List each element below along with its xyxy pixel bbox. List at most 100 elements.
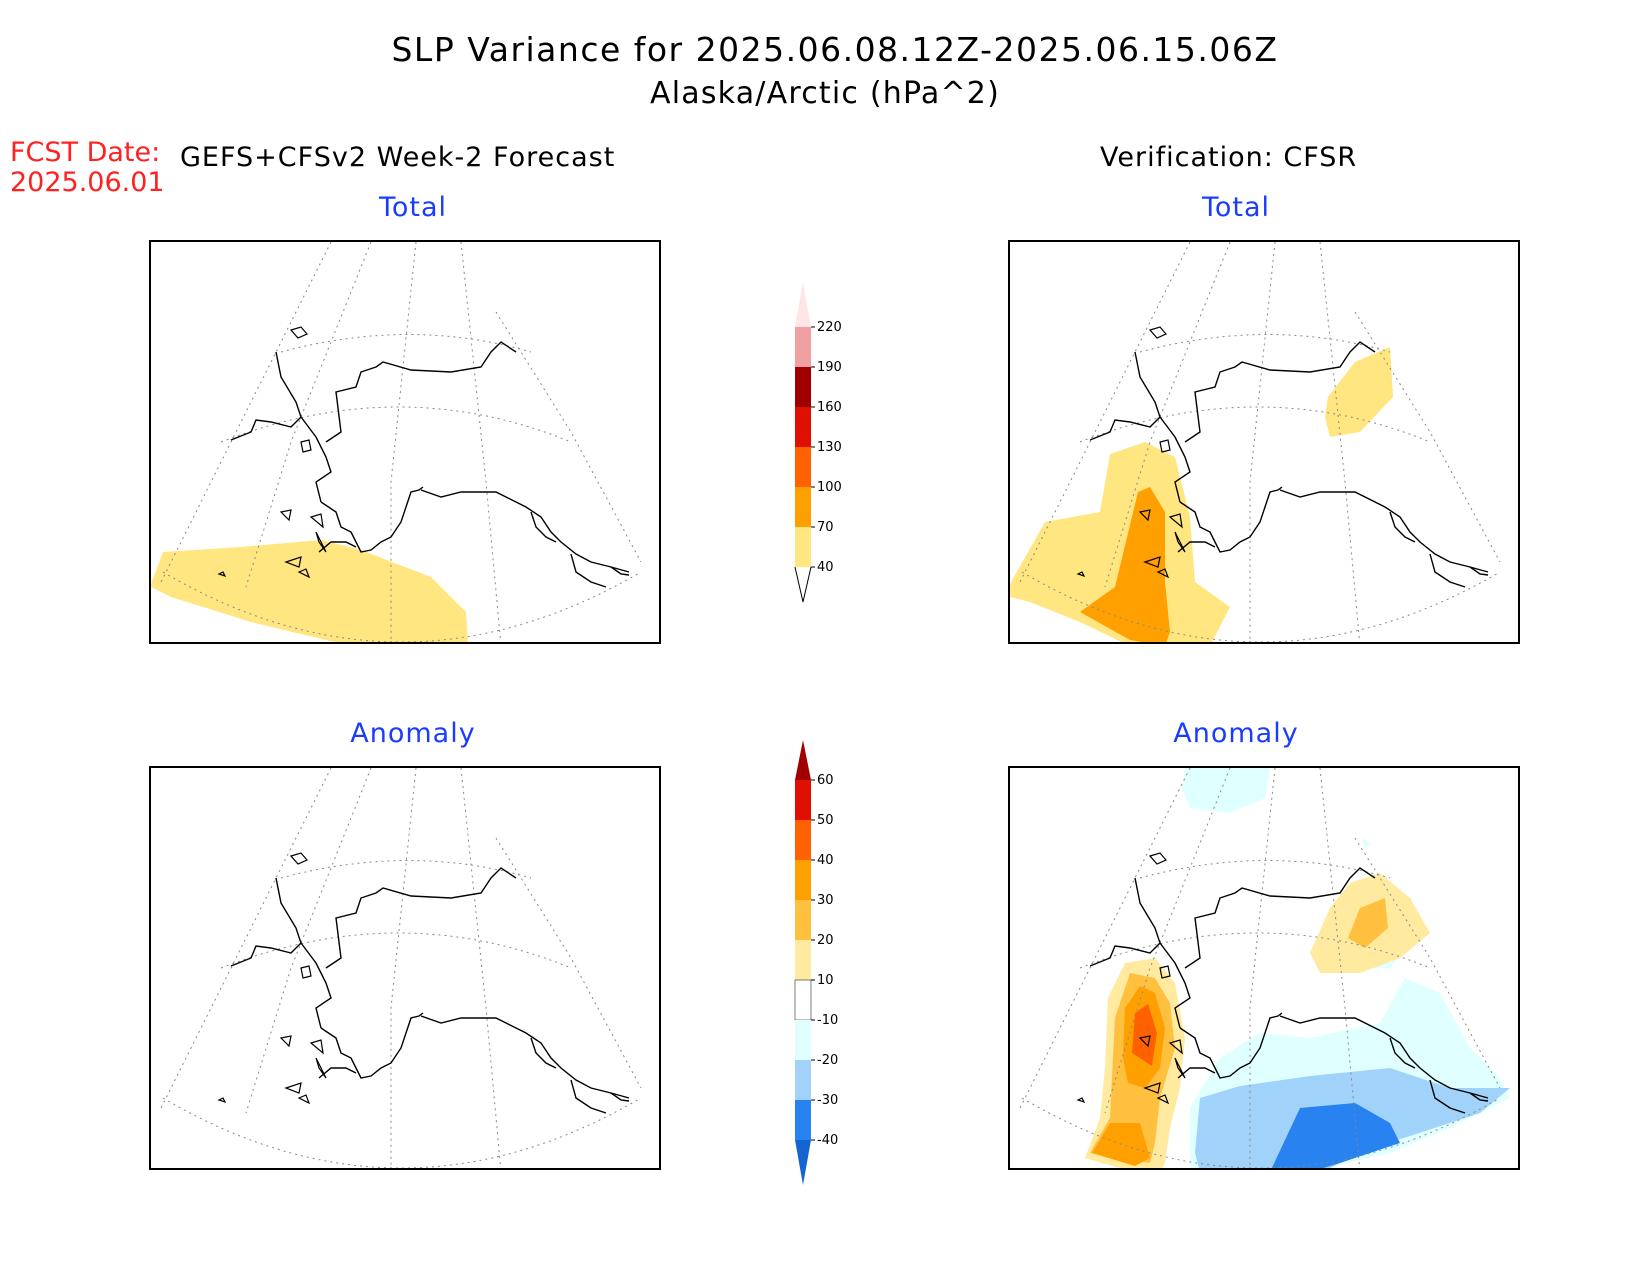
coastline <box>230 351 302 441</box>
anomaly-shading <box>1085 768 1510 1168</box>
island-outline <box>1174 531 1186 553</box>
island-outline <box>1168 1039 1183 1055</box>
coastline <box>530 511 557 543</box>
coastline <box>1177 541 1216 553</box>
island-outline <box>284 1082 302 1094</box>
coastline <box>318 1067 357 1079</box>
verification-total-title: Total <box>1201 192 1271 223</box>
island-outline <box>1148 326 1167 339</box>
graticule-line <box>460 242 502 642</box>
colorbar-box <box>795 1060 811 1100</box>
colorbar-lower-arrow <box>795 1140 811 1185</box>
colorbar-box <box>795 900 811 940</box>
island-outline <box>1156 568 1170 579</box>
colorbar-label: 220 <box>817 320 842 335</box>
colorbar-box <box>795 487 811 527</box>
colorbar-label: 60 <box>817 773 834 788</box>
colorbar-box <box>795 447 811 487</box>
coastline <box>1184 867 1376 969</box>
graticule-line <box>160 242 332 583</box>
verification-total-map <box>1008 240 1520 644</box>
forecast-date-caption: FCST Date: <box>10 137 161 168</box>
graticule-line <box>1079 406 1431 443</box>
graticule-line <box>1021 571 1501 642</box>
island-outline <box>315 1057 327 1079</box>
island-outline <box>309 1039 324 1055</box>
colorbar-label: 190 <box>817 360 842 375</box>
colorbar-label: -20 <box>817 1053 838 1068</box>
forecast-total-title: Total <box>378 192 448 223</box>
coastline <box>320 1012 424 1079</box>
colorbar-label: 10 <box>817 973 834 988</box>
island-outline <box>1156 1094 1170 1105</box>
coastline <box>1089 877 1161 967</box>
graticule-line <box>1319 768 1361 1168</box>
island-outline <box>1076 571 1086 578</box>
graticule-line <box>1079 932 1431 969</box>
colorbar-box <box>795 1100 811 1140</box>
graticule-line <box>1249 768 1276 1168</box>
island-outline <box>217 571 227 578</box>
coastline <box>1179 1012 1283 1079</box>
graticule-line <box>495 837 642 1089</box>
island-outline <box>1159 439 1171 453</box>
total-colorbar: 40 70 100 130 160 190 220 <box>794 282 842 603</box>
island-outline <box>284 556 302 568</box>
coastline <box>1184 341 1376 443</box>
colorbar-box <box>795 820 811 860</box>
base-map <box>1019 242 1501 642</box>
coastline <box>610 566 630 576</box>
map-subtitle: Alaska/Arctic (hPa^2) <box>650 76 1000 111</box>
colorbar-label: -30 <box>817 1093 838 1108</box>
coastline <box>570 553 607 588</box>
map-title: SLP Variance for 2025.06.08.12Z-2025.06.… <box>391 30 1279 69</box>
colorbar-box <box>795 940 811 980</box>
base-map <box>1019 768 1501 1168</box>
colorbar-label: 30 <box>817 893 834 908</box>
coastline <box>1389 1037 1416 1069</box>
coastline <box>300 942 332 1029</box>
island-outline <box>1148 852 1167 865</box>
colorbar-label: -10 <box>817 1013 838 1028</box>
colorbar-label: -40 <box>817 1133 838 1148</box>
colorbar-box <box>795 860 811 900</box>
graticule-line <box>220 406 572 443</box>
graticule-line <box>160 768 332 1109</box>
colorbar-box <box>794 979 812 1021</box>
coastline <box>420 489 630 573</box>
graticule-line <box>1354 311 1501 563</box>
graticule-line <box>390 242 417 642</box>
colorbar-label: 100 <box>817 480 842 495</box>
coastline <box>325 867 517 969</box>
forecast-anomaly-map <box>149 766 661 1170</box>
coastline <box>1089 351 1161 441</box>
colorbar-lower-arrow <box>794 566 812 603</box>
coastline <box>1429 553 1466 588</box>
coastline <box>1469 566 1489 576</box>
island-outline <box>1168 513 1183 529</box>
colorbar-label: 70 <box>817 520 834 535</box>
island-outline <box>315 531 327 553</box>
colorbar-upper-arrow <box>795 740 811 780</box>
island-outline <box>297 1094 311 1105</box>
colorbar-label: 130 <box>817 440 842 455</box>
island-outline <box>1143 1082 1161 1094</box>
island-outline <box>1143 556 1161 568</box>
coastline <box>1389 511 1416 543</box>
coastline <box>1159 416 1191 503</box>
coastline <box>1159 942 1191 1029</box>
graticule-line <box>162 571 642 642</box>
coastline <box>320 486 424 553</box>
coastline <box>1279 1015 1489 1099</box>
coastline <box>1279 489 1489 573</box>
island-outline <box>279 1035 292 1048</box>
anomaly-colorbar: 60 50 40 30 20 10 -10 -20 -30 -40 <box>794 740 838 1185</box>
forecast-date-label: FCST Date: 2025.06.01 <box>10 138 165 198</box>
coastline <box>1469 1092 1489 1102</box>
coastline <box>230 877 302 967</box>
forecast-total-map <box>149 240 661 644</box>
variance-shading <box>151 540 468 642</box>
coastline <box>570 1079 607 1114</box>
island-outline <box>1138 509 1151 522</box>
colorbar-label: 40 <box>817 560 834 575</box>
